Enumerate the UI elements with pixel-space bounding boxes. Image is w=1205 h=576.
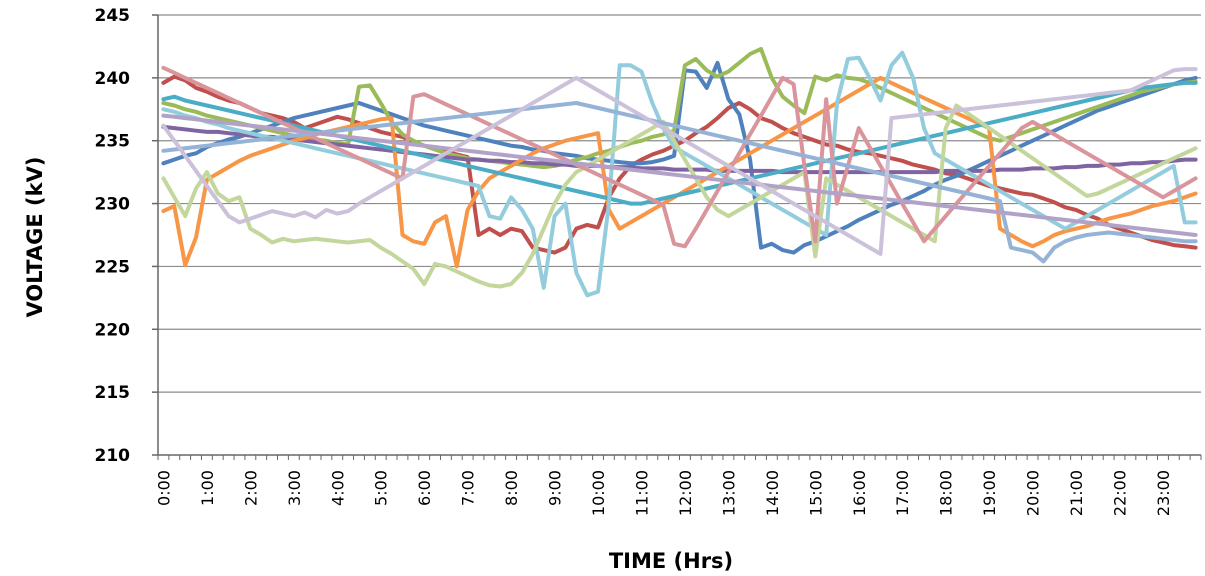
- x-tick-label: 16:00: [850, 470, 869, 516]
- horizontal-gridlines: [158, 14, 1201, 393]
- x-tick-label: 8:00: [502, 470, 521, 506]
- series-line-12: [161, 67, 1198, 256]
- y-tick-label: 215: [95, 383, 131, 403]
- series-line-2: [161, 60, 1198, 255]
- x-tick-label: 1:00: [198, 470, 217, 506]
- x-tick-label: 12:00: [676, 470, 695, 516]
- y-tick-label: 230: [95, 195, 131, 215]
- x-tick-label: 19:00: [980, 470, 999, 516]
- y-tick-label: 235: [95, 132, 131, 152]
- series-line-4: [161, 124, 1198, 175]
- series-line-10: [161, 101, 1198, 264]
- x-tick-label: 13:00: [719, 470, 738, 516]
- x-tick-label: 15:00: [806, 470, 825, 516]
- x-tick-label: 2:00: [241, 470, 260, 506]
- series-line-11: [161, 113, 1198, 237]
- x-axis-title: TIME (Hrs): [609, 549, 733, 573]
- y-tick-label: 210: [95, 446, 131, 466]
- x-tick-label: 4:00: [328, 470, 347, 506]
- y-tick-label: 245: [95, 6, 131, 26]
- series-line-1: [161, 74, 1198, 255]
- x-tick-labels: 0:00 1:00 2:00 3:00 4:00 5:00 6:00 7:00 8:00 9:00…: [154, 470, 1173, 516]
- x-tick-label: 6:00: [415, 470, 434, 506]
- axes: [152, 14, 1202, 460]
- x-tick-label: 20:00: [1024, 470, 1043, 516]
- y-tick-label: 220: [95, 320, 131, 340]
- x-tick-label: 18:00: [937, 470, 956, 516]
- x-tick-label: 7:00: [459, 470, 478, 506]
- x-tick-label: 11:00: [633, 470, 652, 516]
- series-line-8: [161, 103, 1198, 289]
- x-tick-label: 5:00: [372, 470, 391, 506]
- x-tick-label: 3:00: [285, 470, 304, 506]
- x-tick-label: 22:00: [1111, 470, 1130, 516]
- x-tick-label: 0:00: [154, 470, 173, 506]
- x-tick-label: 9:00: [546, 470, 565, 506]
- x-tick-label: 10:00: [589, 470, 608, 516]
- y-axis-title: VOLTAGE (kV): [23, 157, 47, 318]
- x-tick-label: 17:00: [893, 470, 912, 516]
- series-line-9: [161, 65, 1198, 249]
- series-lines: [161, 46, 1198, 298]
- x-tick-label: 21:00: [1067, 470, 1086, 516]
- y-tick-label: 240: [95, 69, 131, 89]
- y-tick-labels: 210 215 220 225 230 235 240 245: [95, 6, 131, 466]
- x-tick-label: 14:00: [763, 470, 782, 516]
- y-tick-label: 225: [95, 257, 131, 277]
- x-tick-label: 23:00: [1154, 470, 1173, 516]
